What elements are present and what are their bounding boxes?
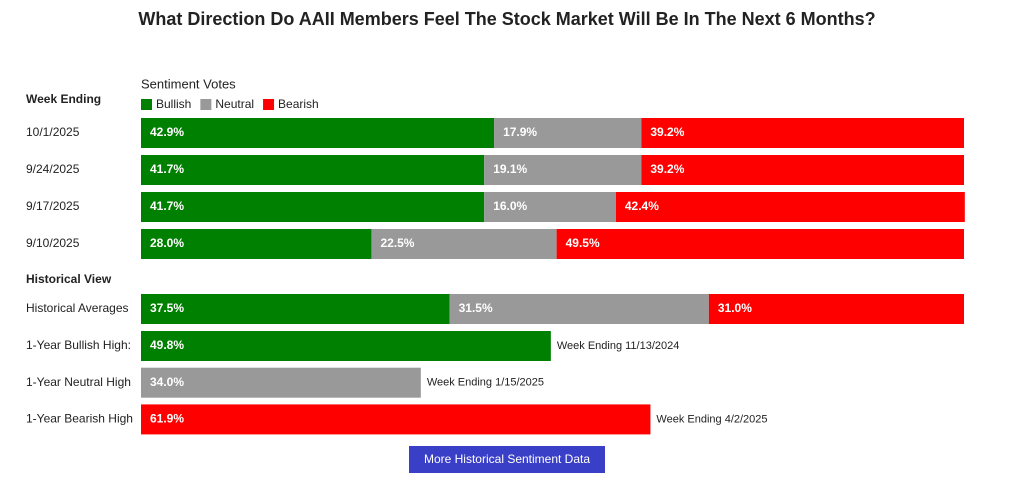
legend-title: Sentiment Votes: [141, 76, 236, 91]
title: What Direction Do AAII Members Feel The …: [138, 9, 875, 29]
value-label: 42.9%: [150, 125, 184, 139]
bar-segment: [141, 155, 485, 185]
row-label: 9/24/2025: [26, 162, 80, 176]
value-label: 37.5%: [150, 301, 184, 315]
value-label: 41.7%: [150, 199, 184, 213]
value-label: 17.9%: [503, 125, 537, 139]
value-label: 22.5%: [380, 236, 414, 250]
high-note: Week Ending 1/15/2025: [427, 377, 544, 389]
value-label: 28.0%: [150, 236, 184, 250]
value-label: 49.8%: [150, 338, 184, 352]
value-label: 16.0%: [493, 199, 527, 213]
value-label: 31.0%: [718, 301, 752, 315]
value-label: 39.2%: [650, 162, 684, 176]
bar-segment: [371, 229, 557, 259]
legend-label: Bullish: [156, 97, 191, 111]
row-label: 9/17/2025: [26, 199, 80, 213]
legend-label: Bearish: [278, 97, 319, 111]
high-note: Week Ending 11/13/2024: [557, 340, 680, 352]
historical-label: Historical View: [26, 272, 112, 286]
value-label: 41.7%: [150, 162, 184, 176]
more-data-button[interactable]: [409, 446, 605, 473]
value-label: 34.0%: [150, 375, 184, 389]
row-label: 9/10/2025: [26, 236, 80, 250]
high-bar: [141, 404, 651, 435]
bar-segment: [141, 294, 450, 324]
value-label: 61.9%: [150, 412, 184, 426]
bar-segment: [449, 294, 709, 324]
value-label: 39.2%: [650, 125, 684, 139]
value-label: 19.1%: [493, 162, 527, 176]
bar-segment: [641, 118, 964, 148]
legend-swatch: [141, 99, 152, 110]
bar-segment: [141, 229, 372, 259]
button-label[interactable]: More Historical Sentiment Data: [424, 452, 590, 466]
legend-label: Neutral: [215, 97, 254, 111]
high-note: Week Ending 4/2/2025: [656, 413, 767, 425]
row-label: 1-Year Bullish High:: [26, 338, 131, 352]
bar-segment: [484, 155, 642, 185]
bar-segment: [141, 118, 495, 148]
high-bar: [141, 331, 551, 361]
row-label: Historical Averages: [26, 301, 129, 315]
high-bar: [141, 367, 421, 398]
legend-swatch: [200, 99, 212, 110]
row-label: 10/1/2025: [26, 125, 80, 139]
bar-segment: [484, 192, 616, 222]
value-label: 31.5%: [459, 301, 493, 315]
value-label: 42.4%: [625, 199, 659, 213]
bar-segment: [494, 118, 642, 148]
bar-segment: [556, 229, 964, 259]
bar-segment: [641, 155, 964, 185]
week-ending-label: Week Ending: [26, 92, 101, 106]
bar-segment: [141, 192, 485, 222]
row-label: 1-Year Neutral High: [26, 375, 131, 389]
row-label: 1-Year Bearish High: [26, 412, 133, 426]
bar-segment: [708, 294, 964, 324]
value-label: 49.5%: [566, 236, 600, 250]
legend-swatch: [263, 99, 275, 110]
bar-segment: [615, 192, 965, 222]
